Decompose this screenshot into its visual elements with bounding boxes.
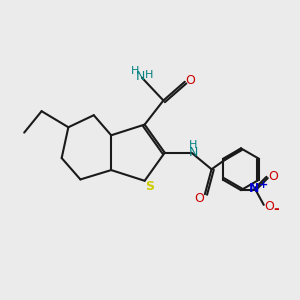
Text: S: S <box>146 180 154 193</box>
Text: N: N <box>249 182 260 195</box>
Text: O: O <box>186 74 196 87</box>
Text: H: H <box>145 70 154 80</box>
Text: H: H <box>131 66 140 76</box>
Text: -: - <box>273 202 279 216</box>
Text: N: N <box>189 146 198 159</box>
Text: O: O <box>194 192 204 205</box>
Text: O: O <box>265 200 275 213</box>
Text: +: + <box>259 180 268 190</box>
Text: N: N <box>136 70 145 83</box>
Text: H: H <box>189 140 198 150</box>
Text: O: O <box>269 170 279 183</box>
